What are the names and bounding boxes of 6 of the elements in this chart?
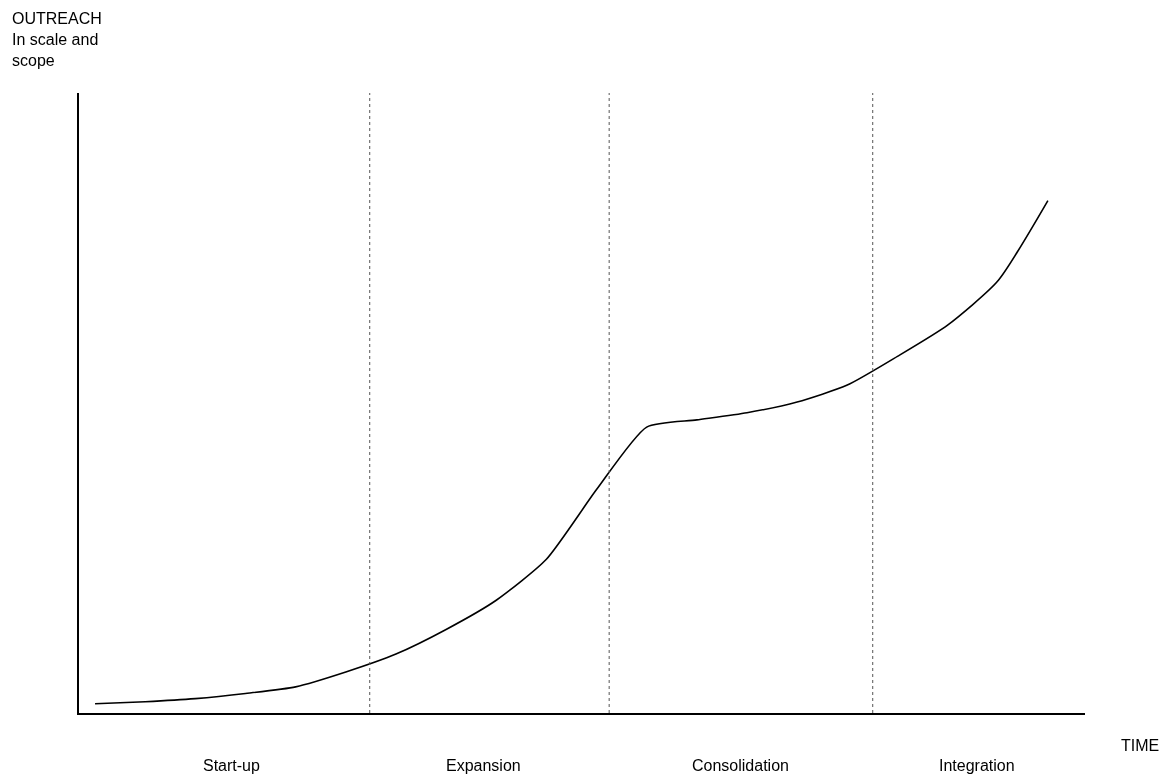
text: Start-up: [203, 757, 261, 774]
text: Expansion: [446, 757, 521, 774]
text: Integration: [939, 757, 1015, 774]
text: Consolidation: [692, 757, 789, 774]
x-axis-title: TIME: [1121, 737, 1160, 754]
text: OUTREACH In scale and scope: [12, 10, 102, 69]
